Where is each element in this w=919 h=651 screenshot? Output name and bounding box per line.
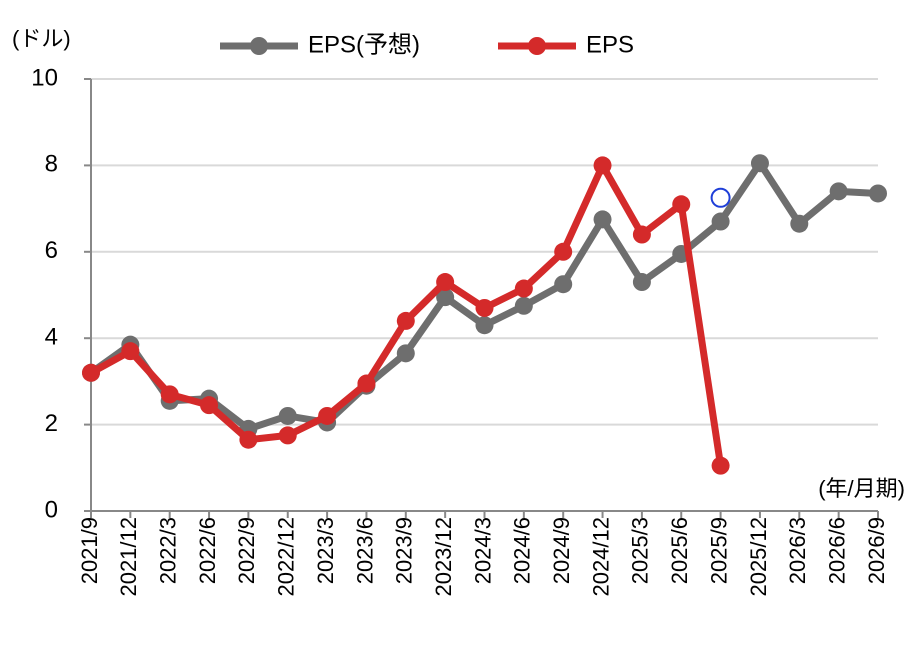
x-tick-label: 2022/6 bbox=[195, 517, 220, 584]
point bbox=[436, 288, 455, 307]
x-tick-label: 2022/12 bbox=[274, 517, 299, 597]
point bbox=[475, 316, 494, 335]
x-tick-label: 2021/9 bbox=[77, 517, 102, 584]
y-tick-label: 6 bbox=[45, 237, 58, 264]
x-tick-label: 2023/12 bbox=[431, 517, 456, 597]
point bbox=[790, 214, 809, 233]
x-tick-label: 2023/3 bbox=[313, 517, 338, 584]
x-tick-label: 2026/6 bbox=[824, 517, 849, 584]
series-line bbox=[88, 159, 879, 433]
point bbox=[121, 342, 140, 361]
y-tick-label: 2 bbox=[45, 410, 58, 437]
x-tick-label: 2025/3 bbox=[628, 517, 653, 584]
x-tick-label: 2024/6 bbox=[510, 517, 535, 584]
point bbox=[554, 275, 573, 294]
y-tick-label: 4 bbox=[45, 324, 58, 351]
point bbox=[869, 184, 887, 203]
point bbox=[82, 363, 100, 382]
point bbox=[514, 279, 533, 298]
point bbox=[593, 210, 612, 229]
point bbox=[278, 406, 297, 425]
point bbox=[475, 298, 494, 317]
y-axis-label: (ドル) bbox=[12, 26, 71, 51]
point bbox=[554, 242, 573, 261]
x-tick-label: 2024/3 bbox=[470, 517, 495, 584]
x-axis-label: (年/月期) bbox=[818, 476, 905, 501]
point bbox=[278, 426, 297, 445]
x-tick-label: 2023/6 bbox=[352, 517, 377, 584]
point bbox=[436, 273, 455, 292]
y-tick-label: 10 bbox=[31, 64, 58, 91]
x-tick-label: 2022/3 bbox=[156, 517, 181, 584]
point bbox=[160, 385, 179, 404]
x-tick-label: 2025/6 bbox=[667, 517, 692, 584]
legend-label: EPS bbox=[586, 31, 634, 58]
x-tick-label: 2021/12 bbox=[116, 517, 141, 597]
legend-label: EPS(予想) bbox=[308, 31, 420, 58]
point bbox=[357, 374, 376, 393]
x-tick-label: 2024/9 bbox=[549, 517, 574, 584]
x-tick-label: 2024/12 bbox=[588, 517, 613, 597]
point bbox=[711, 456, 730, 475]
x-tick-label: 2025/9 bbox=[706, 517, 731, 584]
point bbox=[711, 212, 730, 231]
point bbox=[396, 311, 415, 330]
y-tick-label: 0 bbox=[45, 496, 58, 523]
point bbox=[672, 195, 691, 214]
x-tick-label: 2025/12 bbox=[746, 517, 771, 597]
x-tick-label: 2022/9 bbox=[234, 517, 259, 584]
annotation-point bbox=[710, 187, 731, 208]
point bbox=[396, 344, 415, 363]
point bbox=[200, 396, 219, 415]
y-tick-label: 8 bbox=[45, 151, 58, 178]
point bbox=[829, 182, 848, 201]
point bbox=[239, 430, 258, 449]
legend-marker bbox=[250, 37, 268, 55]
point bbox=[632, 273, 651, 292]
point bbox=[632, 225, 651, 244]
point bbox=[750, 154, 769, 173]
legend-marker bbox=[528, 37, 546, 55]
x-tick-label: 2023/9 bbox=[392, 517, 417, 584]
point bbox=[514, 296, 533, 315]
point bbox=[318, 406, 337, 425]
x-tick-label: 2026/3 bbox=[785, 517, 810, 584]
x-tick-label: 2026/9 bbox=[864, 517, 889, 584]
point bbox=[593, 156, 612, 175]
